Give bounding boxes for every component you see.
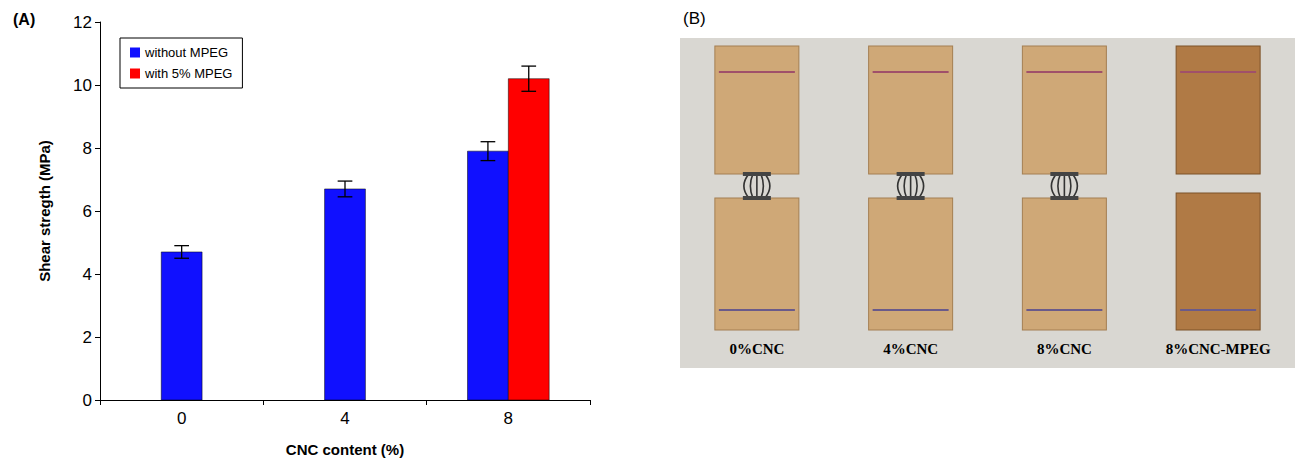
- svg-text:4%CNC: 4%CNC: [883, 341, 938, 357]
- svg-text:8: 8: [504, 409, 513, 428]
- svg-text:8%CNC: 8%CNC: [1037, 341, 1092, 357]
- svg-text:0: 0: [83, 391, 92, 410]
- svg-text:with 5% MPEG: with 5% MPEG: [144, 66, 232, 81]
- svg-text:without MPEG: without MPEG: [144, 45, 228, 60]
- svg-text:12: 12: [73, 13, 92, 32]
- svg-text:4: 4: [340, 409, 349, 428]
- svg-text:0: 0: [177, 409, 186, 428]
- svg-text:CNC content (%): CNC content (%): [286, 441, 404, 458]
- svg-text:10: 10: [73, 76, 92, 95]
- svg-text:(B): (B): [683, 9, 706, 28]
- svg-text:4: 4: [83, 265, 92, 284]
- svg-text:(A): (A): [13, 11, 35, 28]
- svg-text:2: 2: [83, 328, 92, 347]
- svg-text:8%CNC-MPEG: 8%CNC-MPEG: [1166, 341, 1271, 357]
- svg-text:Shear stregth (MPa): Shear stregth (MPa): [36, 140, 53, 282]
- svg-text:8: 8: [83, 139, 92, 158]
- svg-text:0%CNC: 0%CNC: [729, 341, 784, 357]
- svg-text:6: 6: [83, 202, 92, 221]
